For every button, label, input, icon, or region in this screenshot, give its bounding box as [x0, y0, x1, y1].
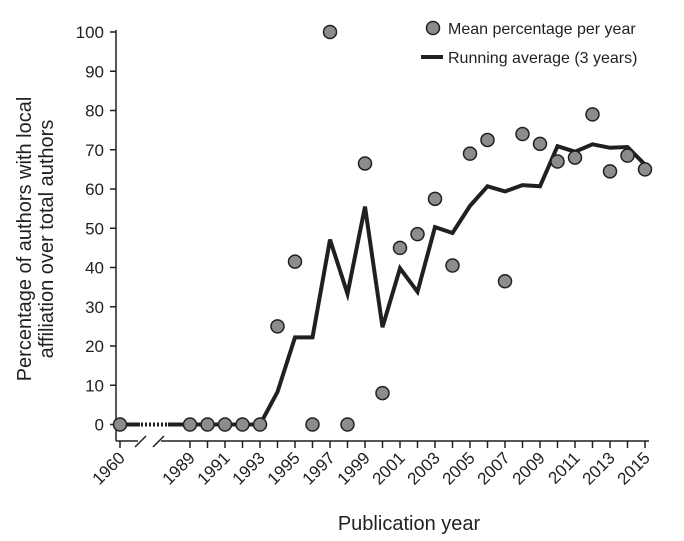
- legend-line-label: Running average (3 years): [448, 50, 637, 67]
- data-point: [305, 417, 320, 432]
- data-point: [200, 417, 215, 432]
- y-tick-label: 70: [85, 141, 104, 160]
- x-tick-label: 1997: [299, 448, 339, 488]
- y-tick-label: 50: [85, 219, 104, 238]
- data-point: [375, 385, 390, 401]
- axis-break-mark: [152, 435, 165, 448]
- y-axis-title: Percentage of authors with local affilia…: [14, 97, 58, 382]
- x-tick-label: 1991: [194, 448, 234, 488]
- legend-marker-symbol: [425, 20, 441, 36]
- data-point: [620, 148, 635, 163]
- y-tick-label: 100: [76, 23, 104, 42]
- data-point: [550, 154, 565, 169]
- y-tick-label: 30: [85, 298, 104, 317]
- x-tick-label: 1960: [89, 448, 129, 488]
- data-point: [427, 191, 443, 207]
- x-tick-label: 2011: [545, 448, 584, 487]
- data-point: [445, 258, 460, 273]
- legend-marker-label: Mean percentage per year: [448, 21, 636, 38]
- x-tick-label: 1995: [264, 448, 304, 488]
- x-tick-label: 2015: [614, 448, 654, 488]
- data-point: [235, 417, 250, 432]
- data-point: [567, 150, 583, 165]
- x-tick-label: 2005: [439, 448, 479, 488]
- data-point: [322, 24, 338, 40]
- data-point: [112, 417, 128, 432]
- x-tick-label: 2009: [509, 448, 549, 488]
- data-point: [585, 107, 600, 122]
- data-point: [287, 254, 303, 269]
- data-point: [410, 226, 425, 242]
- y-tick-label: 10: [85, 376, 104, 395]
- data-point: [392, 240, 408, 256]
- mean-percentage-layer: [112, 24, 653, 432]
- x-tick-label: 2007: [474, 448, 514, 488]
- data-point: [532, 136, 548, 152]
- data-point: [602, 164, 618, 179]
- axis-break-mark: [134, 435, 147, 448]
- y-tick-label: 0: [95, 416, 104, 435]
- x-tick-label: 2003: [404, 448, 444, 488]
- data-point: [497, 273, 513, 289]
- data-point: [480, 132, 495, 148]
- data-point: [357, 156, 373, 171]
- running-average-line: [190, 142, 647, 427]
- data-point: [340, 417, 355, 432]
- data-point: [515, 126, 530, 142]
- legend: Mean percentage per year Running average…: [421, 20, 637, 67]
- x-tick-label: 2001: [369, 448, 409, 488]
- y-tick-label: 20: [85, 337, 104, 356]
- y-tick-label: 90: [85, 62, 104, 81]
- data-point: [252, 417, 268, 432]
- x-tick-label: 1999: [334, 448, 374, 488]
- x-tick-label: 2013: [579, 448, 619, 488]
- data-point: [217, 417, 233, 432]
- x-axis-title: Publication year: [338, 513, 481, 535]
- y-tick-label: 40: [85, 259, 104, 278]
- data-point: [270, 319, 285, 334]
- data-point: [637, 162, 653, 177]
- x-tick-label: 1993: [229, 448, 269, 488]
- y-axis-title-line-2: affiliation over total authors: [36, 120, 58, 359]
- running-average-layer: [120, 142, 647, 427]
- y-axis-title-line-1: Percentage of authors with local: [14, 97, 36, 382]
- y-tick-label: 60: [85, 180, 104, 199]
- data-point: [182, 417, 198, 432]
- x-tick-label: 1989: [159, 448, 199, 488]
- data-point: [462, 146, 478, 161]
- y-tick-label: 80: [85, 102, 104, 121]
